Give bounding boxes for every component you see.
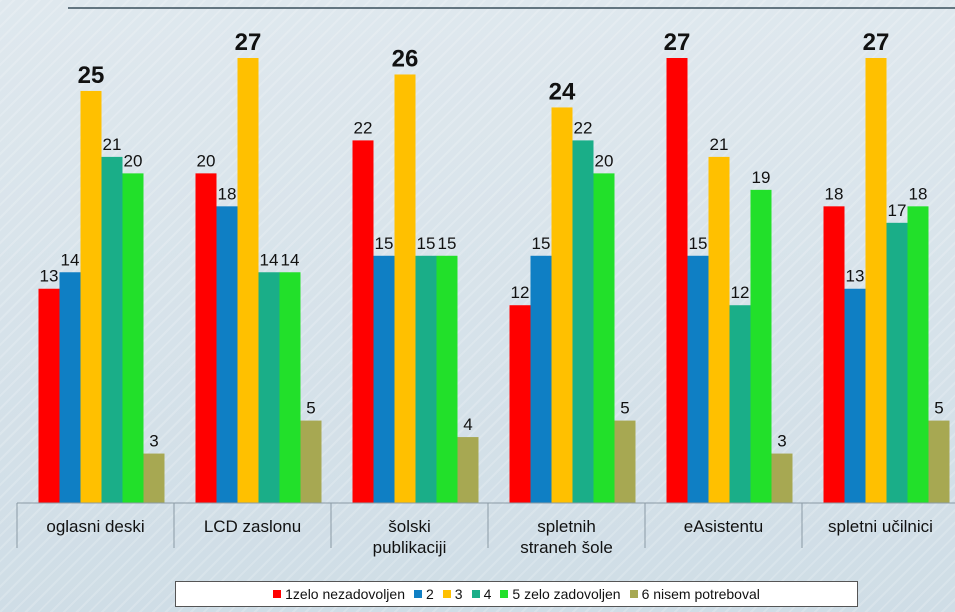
bar — [415, 255, 437, 503]
bar — [237, 58, 259, 503]
data-label: 27 — [235, 29, 262, 56]
bar — [687, 255, 709, 503]
bar — [195, 173, 217, 504]
bar — [844, 288, 866, 503]
data-label: 19 — [752, 168, 771, 187]
bar — [708, 156, 730, 503]
x-tick-label: LCD zaslonu — [203, 517, 302, 536]
data-label: 18 — [909, 184, 928, 203]
data-label: 21 — [103, 135, 122, 154]
data-label: 5 — [306, 399, 315, 418]
bar — [593, 173, 615, 504]
bar — [436, 255, 458, 503]
bar — [122, 173, 144, 504]
legend-item: 6 nisem potreboval — [629, 586, 760, 602]
legend-swatch — [471, 590, 480, 598]
bar — [928, 420, 950, 503]
data-label: 15 — [417, 234, 436, 253]
bar — [300, 420, 322, 503]
data-label: 18 — [218, 184, 237, 203]
data-label: 20 — [124, 151, 143, 170]
x-tick-label: šolski publikaciji — [372, 517, 447, 557]
data-label: 5 — [620, 399, 629, 418]
bar — [279, 272, 301, 503]
bar — [823, 206, 845, 504]
data-label: 20 — [595, 151, 614, 170]
legend-label: 2 — [426, 586, 434, 602]
bar — [80, 90, 102, 504]
data-label: 14 — [281, 250, 300, 269]
data-label: 24 — [549, 78, 576, 105]
bar — [551, 107, 573, 503]
data-label: 12 — [731, 283, 750, 302]
bar — [373, 255, 395, 503]
bar — [530, 255, 552, 503]
bar — [38, 288, 60, 503]
legend-item: 2 — [414, 586, 434, 602]
data-label: 21 — [710, 135, 729, 154]
data-label: 3 — [149, 432, 158, 451]
bar — [394, 74, 416, 504]
legend-label: 3 — [454, 586, 463, 602]
legend-item: 4 — [471, 586, 492, 602]
legend-swatch — [500, 590, 509, 598]
bar — [886, 222, 908, 503]
bar — [572, 140, 594, 503]
data-label: 14 — [61, 250, 80, 269]
bar — [258, 272, 280, 503]
data-label: 18 — [825, 184, 844, 203]
data-label: 13 — [846, 267, 865, 286]
bar — [907, 206, 929, 504]
data-label: 27 — [664, 29, 691, 56]
bar — [352, 140, 374, 503]
data-label: 15 — [689, 234, 708, 253]
data-label: 14 — [260, 250, 279, 269]
data-label: 5 — [934, 399, 943, 418]
legend-swatch — [414, 590, 422, 598]
legend-swatch — [442, 590, 451, 598]
x-tick-label: spletni učilnici — [828, 517, 933, 536]
legend-label: 5 zelo zadovoljen — [512, 586, 621, 602]
bar — [729, 305, 751, 503]
bar — [457, 437, 479, 503]
legend-swatch — [273, 590, 282, 598]
data-label: 15 — [532, 234, 551, 253]
legend-item: 1zelo nezadovoljen — [273, 586, 405, 602]
data-label: 12 — [511, 283, 530, 302]
data-label: 27 — [863, 29, 890, 56]
data-label: 25 — [78, 62, 105, 89]
data-label: 22 — [354, 118, 373, 137]
data-label: 22 — [574, 118, 593, 137]
bar — [143, 453, 165, 503]
legend-item: 5 zelo zadovoljen — [500, 586, 621, 602]
x-tick-label: eAsistentu — [683, 517, 764, 536]
data-label: 3 — [777, 432, 786, 451]
bar — [59, 272, 81, 503]
bar — [771, 453, 793, 503]
bar — [509, 305, 531, 503]
bar — [750, 189, 772, 503]
bar — [216, 206, 238, 504]
bar — [614, 420, 636, 503]
bar — [865, 58, 887, 503]
legend-item: 3 — [442, 586, 463, 602]
data-label: 20 — [197, 151, 216, 170]
x-tick-label: spletnih straneh šole — [520, 517, 613, 557]
legend-label: 1zelo nezadovoljen — [285, 586, 405, 602]
legend-label: 4 — [483, 586, 492, 602]
legend: 1zelo nezadovoljen 2 3 4 5 zelo zadovoljen 6 … — [175, 581, 858, 607]
bar — [666, 58, 688, 503]
x-tick-label: oglasni deski — [46, 517, 145, 536]
legend-label: 6 nisem potreboval — [641, 586, 760, 602]
bar — [101, 156, 123, 503]
data-label: 4 — [463, 415, 472, 434]
legend-swatch — [629, 590, 638, 598]
data-label: 13 — [40, 267, 59, 286]
data-label: 17 — [888, 201, 907, 220]
data-label: 15 — [438, 234, 457, 253]
data-label: 15 — [375, 234, 394, 253]
data-label: 26 — [392, 45, 419, 72]
